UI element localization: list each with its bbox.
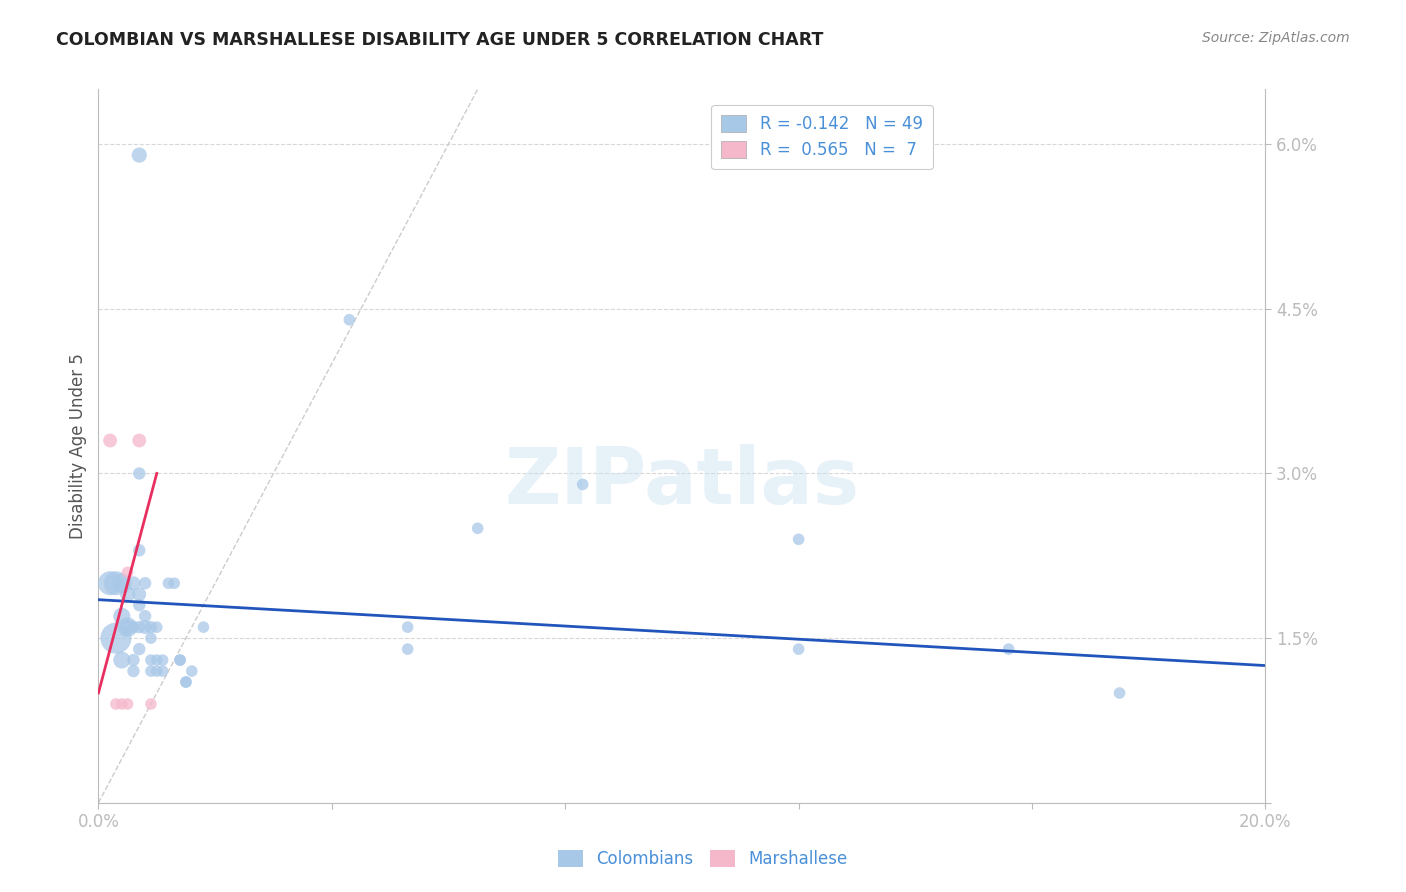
Point [1108,686,1130,700]
Point [117,697,139,711]
Point [111,697,134,711]
Point [122,653,145,667]
Point [122,620,145,634]
Point [117,566,139,580]
Point [128,467,150,481]
Point [152,664,174,678]
Point [117,587,139,601]
Point [128,434,150,448]
Point [193,620,215,634]
Point [169,653,191,667]
Point [134,609,156,624]
Point [146,653,169,667]
Text: Source: ZipAtlas.com: Source: ZipAtlas.com [1202,31,1350,45]
Legend: R = -0.142   N = 49, R =  0.565   N =  7: R = -0.142 N = 49, R = 0.565 N = 7 [711,104,932,169]
Point [139,697,162,711]
Point [134,620,156,634]
Point [111,609,134,624]
Point [117,620,139,634]
Point [111,653,134,667]
Point [111,576,134,591]
Point [139,653,162,667]
Point [122,576,145,591]
Point [163,576,186,591]
Point [98,434,121,448]
Point [139,664,162,678]
Point [396,620,419,634]
Point [146,620,169,634]
Point [104,576,127,591]
Point [337,312,360,326]
Point [396,642,419,657]
Point [128,543,150,558]
Point [128,620,150,634]
Point [117,620,139,634]
Point [787,642,810,657]
Point [467,521,489,535]
Point [152,653,174,667]
Point [128,148,150,162]
Legend: Colombians, Marshallese: Colombians, Marshallese [551,843,855,875]
Point [169,653,191,667]
Point [146,664,169,678]
Point [139,631,162,645]
Point [180,664,202,678]
Y-axis label: Disability Age Under 5: Disability Age Under 5 [69,353,87,539]
Point [104,631,127,645]
Point [997,642,1019,657]
Text: COLOMBIAN VS MARSHALLESE DISABILITY AGE UNDER 5 CORRELATION CHART: COLOMBIAN VS MARSHALLESE DISABILITY AGE … [56,31,824,49]
Point [571,477,593,491]
Point [128,642,150,657]
Point [174,675,197,690]
Point [134,576,156,591]
Text: ZIPatlas: ZIPatlas [505,443,859,520]
Point [122,664,145,678]
Point [787,533,810,547]
Point [139,620,162,634]
Point [128,587,150,601]
Point [157,576,180,591]
Point [98,576,121,591]
Point [174,675,197,690]
Point [128,598,150,612]
Point [104,697,127,711]
